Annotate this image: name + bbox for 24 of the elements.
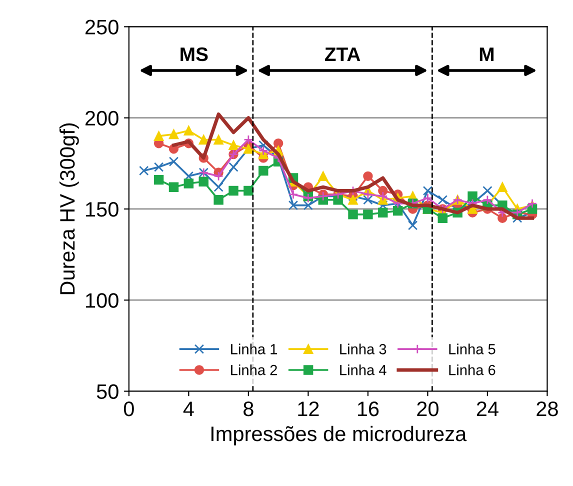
x-tick-label: 8 xyxy=(244,402,254,416)
legend-label: Linha 1 xyxy=(231,344,277,354)
legend-label: Linha 3 xyxy=(340,344,386,354)
x-tick-label: 4 xyxy=(183,402,194,416)
legend-label: Linha 5 xyxy=(449,344,496,354)
legend-label: Linha 2 xyxy=(231,364,277,376)
y-tick-label: 150 xyxy=(86,202,118,217)
x-tick-label: 20 xyxy=(417,402,438,416)
x-tick-label: 24 xyxy=(476,402,498,416)
legend-label: Linha 4 xyxy=(340,364,386,376)
x-axis-title: Impressões de microdureza xyxy=(211,426,467,446)
y-tick-label: 200 xyxy=(85,110,118,126)
x-tick-label: 28 xyxy=(536,402,558,416)
x-tick-label: 16 xyxy=(358,402,379,416)
x-tick-label: 12 xyxy=(298,402,319,416)
x-tick-label: 0 xyxy=(124,402,134,416)
y-axis-title: Dureza HV (300gf) xyxy=(59,123,79,294)
legend-label: Linha 6 xyxy=(449,364,496,376)
y-tick-label: 100 xyxy=(86,293,118,308)
y-tick-label: 50 xyxy=(96,384,118,399)
y-tick-label: 250 xyxy=(85,20,118,34)
annotation: ZTA xyxy=(324,48,360,61)
annotation: M xyxy=(480,48,494,61)
annotation: MS xyxy=(180,47,208,62)
